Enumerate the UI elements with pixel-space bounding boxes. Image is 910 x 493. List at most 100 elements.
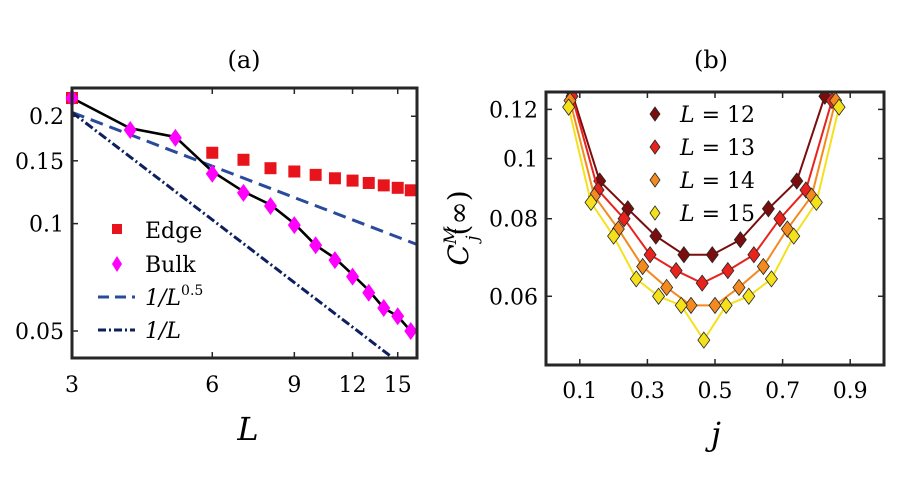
panel-a-x-tick-labels: 3 6 9 12 15 <box>65 373 412 398</box>
legend-inv-sqrt-l-exp: 0.5 <box>181 283 203 299</box>
y-tick-label: 0.06 <box>489 285 538 310</box>
legend-value: = 15 <box>695 202 755 227</box>
point-l-14 <box>756 257 770 276</box>
point-l-14 <box>660 278 674 297</box>
point-l-15 <box>629 270 643 288</box>
bulk-point <box>123 121 137 140</box>
point-l-13 <box>721 261 735 280</box>
legend-value: = 13 <box>695 136 755 161</box>
legend-var: L <box>679 103 695 128</box>
x-tick-label: 0.9 <box>833 379 868 404</box>
point-l-12 <box>649 227 663 245</box>
bulk-point <box>287 216 301 235</box>
x-tick-label: 9 <box>287 373 301 398</box>
edge-point <box>309 168 322 181</box>
x-tick-label: 0.7 <box>765 379 800 404</box>
legend-label: L = 13 <box>679 136 755 161</box>
panel-b-axes-box <box>544 90 886 367</box>
point-l-13 <box>617 210 631 228</box>
legend-marker <box>649 106 661 122</box>
point-l-13 <box>695 274 709 292</box>
y-tick-label: 0.2 <box>29 105 64 130</box>
point-l-14 <box>732 278 746 297</box>
edge-point <box>362 176 375 189</box>
y-label-sub: j <box>463 235 483 245</box>
point-l-15 <box>809 193 823 212</box>
panel-a-x-axis-label: L <box>236 410 258 448</box>
edge-point <box>206 146 219 159</box>
panel-b-y-axis-label: CM j(∞) <box>441 190 483 265</box>
panel-a-legend: Edge Bulk 1/L0.5 1/L <box>98 219 203 344</box>
point-l-15 <box>742 287 756 305</box>
bulk-point <box>168 128 182 147</box>
bulk-point <box>362 283 376 302</box>
panel-b-label: (b) <box>694 46 728 74</box>
legend-edge-label: Edge <box>145 219 202 244</box>
legend-item-l-12: L = 12 <box>649 103 755 128</box>
bulk-point <box>404 321 418 340</box>
y-tick-label: 0.1 <box>503 148 538 173</box>
point-l-12 <box>733 231 747 249</box>
panel-b-legend: L = 12L = 13L = 14L = 15 <box>649 103 755 227</box>
point-l-15 <box>607 227 621 245</box>
y-tick-label: 0.05 <box>15 320 64 345</box>
legend-label: L = 15 <box>679 202 755 227</box>
panel-a-y-tick-labels: 0.05 0.1 0.15 0.2 <box>15 105 64 345</box>
x-tick-label: 15 <box>384 373 412 398</box>
point-l-15 <box>719 296 733 315</box>
panel-a: (a) 3 6 9 12 15 0.05 0.1 0.15 0.2 L Edge Bulk 1… <box>15 46 419 448</box>
legend-item-edge: Edge <box>112 219 202 244</box>
point-l-14 <box>636 257 650 276</box>
legend-bulk-marker <box>112 256 122 272</box>
panel-b-y-tick-labels: 0.06 0.08 0.1 0.12 <box>489 98 538 310</box>
bulk-point <box>377 298 391 317</box>
edge-point <box>264 162 277 175</box>
point-l-13 <box>773 210 787 228</box>
x-tick-label: 12 <box>339 373 367 398</box>
legend-var: L <box>679 169 695 194</box>
legend-item-l-15: L = 15 <box>649 202 755 227</box>
legend-item-inv-l: 1/L <box>98 319 181 344</box>
point-l-15 <box>584 193 598 212</box>
legend-label: L = 12 <box>679 103 755 128</box>
legend-marker <box>649 139 661 155</box>
panel-b-x-tick-labels: 0.1 0.3 0.5 0.7 0.9 <box>562 379 867 404</box>
point-l-15 <box>697 331 711 349</box>
panel-b: (b) 0.1 0.3 0.5 0.7 0.9 0.06 0.08 0.1 0.12 j CM… <box>441 46 886 453</box>
point-l-13 <box>643 246 657 264</box>
legend-marker <box>649 205 661 221</box>
bulk-point <box>263 197 277 216</box>
point-l-12 <box>705 246 719 264</box>
point-l-15 <box>787 227 801 245</box>
point-l-12 <box>790 172 804 190</box>
point-l-15 <box>764 270 778 288</box>
point-l-15 <box>832 98 846 116</box>
x-tick-label: 0.1 <box>562 379 597 404</box>
point-l-14 <box>684 296 698 315</box>
legend-edge-marker <box>112 224 122 234</box>
x-tick-label: 3 <box>65 373 79 398</box>
bulk-point <box>236 183 250 202</box>
y-tick-label: 0.15 <box>15 150 64 175</box>
panel-a-axes-box <box>70 86 419 360</box>
y-label-c: C <box>442 244 475 265</box>
edge-point <box>237 153 250 166</box>
panel-a-series <box>65 88 418 358</box>
legend-marker <box>649 172 661 188</box>
series-line-1-l <box>72 111 396 358</box>
legend-item-l-13: L = 13 <box>649 136 755 161</box>
point-l-12 <box>818 92 832 105</box>
legend-var: L <box>679 136 695 161</box>
legend-inv-sqrt-l-base: 1/L <box>145 286 181 311</box>
bulk-point <box>309 236 323 255</box>
legend-value: = 12 <box>695 103 755 128</box>
point-l-13 <box>669 261 683 280</box>
y-label-sup: M <box>441 226 461 245</box>
panel-a-label: (a) <box>227 46 260 74</box>
point-l-15 <box>652 287 666 305</box>
edge-point <box>346 174 359 187</box>
legend-item-bulk: Bulk <box>112 253 196 278</box>
panel-b-series <box>562 92 846 349</box>
y-label-arg: (∞) <box>442 190 475 235</box>
edge-point <box>391 181 404 194</box>
